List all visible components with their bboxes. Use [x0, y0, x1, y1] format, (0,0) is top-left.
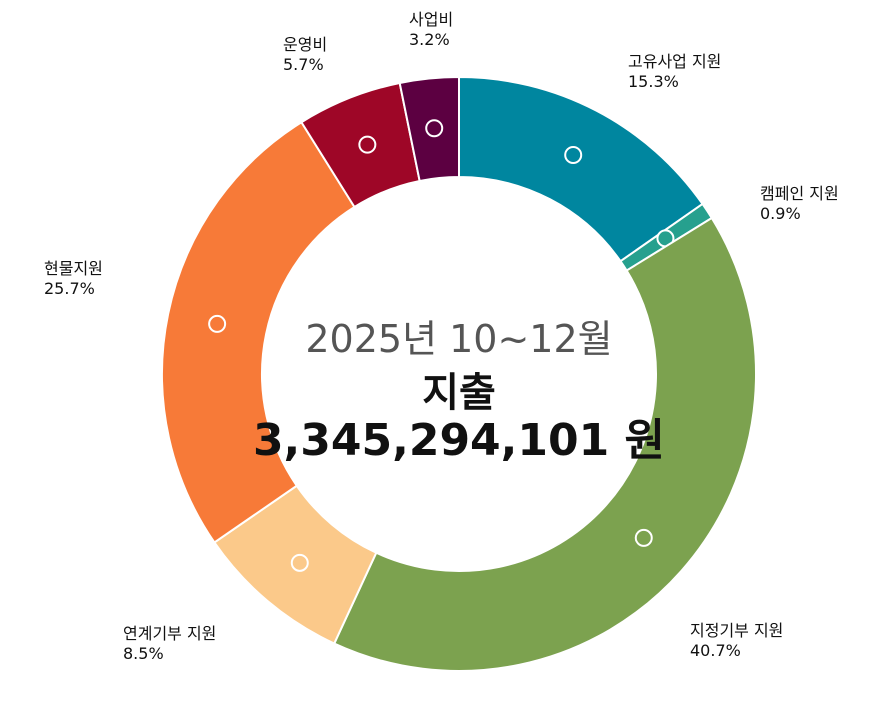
- slice-label-5: 운영비: [283, 35, 327, 54]
- slice-label-6: 사업비: [409, 10, 453, 29]
- slice-value-4: 25.7%: [44, 279, 95, 298]
- slice-label-4: 현물지원: [44, 259, 103, 278]
- slice-value-5: 5.7%: [283, 55, 324, 74]
- slice-value-3: 8.5%: [123, 644, 164, 663]
- slice-value-2: 40.7%: [690, 641, 741, 660]
- slice-marker-2: [634, 528, 653, 547]
- slice-label-1: 캠페인 지원: [760, 184, 839, 203]
- center-title: 지출: [422, 370, 496, 416]
- slice-2: [332, 216, 757, 672]
- slice-marker-6: [425, 119, 444, 138]
- slice-label-0: 고유사업 지원: [628, 52, 721, 71]
- slice-4: [161, 120, 356, 544]
- slice-label-3: 연계기부 지원: [123, 624, 216, 643]
- slice-marker-5: [358, 135, 377, 154]
- slice-value-6: 3.2%: [409, 30, 450, 49]
- slice-label-2: 지정기부 지원: [690, 621, 783, 640]
- slice-marker-0: [564, 145, 583, 164]
- slice-value-0: 15.3%: [628, 72, 679, 91]
- center-amount: 3,345,294,101 원: [252, 415, 666, 466]
- slice-marker-3: [290, 553, 309, 572]
- center-period: 2025년 10~12월: [305, 317, 613, 361]
- slice-value-1: 0.9%: [760, 204, 801, 223]
- slice-marker-4: [208, 314, 227, 333]
